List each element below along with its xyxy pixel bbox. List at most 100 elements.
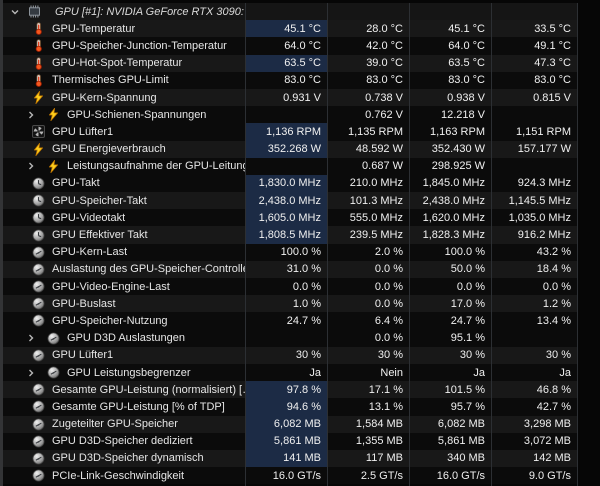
expand-chevron-icon[interactable]	[26, 333, 36, 343]
sensor-value-cell: Ja	[409, 363, 491, 382]
clock-icon	[32, 194, 45, 207]
sensor-row[interactable]: GPU-Temperatur 45.1 °C 28.0 °C 45.1 °C 33.5 …	[3, 20, 600, 38]
sensor-row[interactable]: Thermisches GPU-Limit 83.0 °C 83.0 °C 83.0 …	[3, 71, 600, 89]
sensor-value-cell: 0.0 %	[409, 278, 491, 296]
sensor-value-cell: 2,438.0 MHz	[409, 192, 491, 210]
sensor-row[interactable]: GPU-Kern-Spannung 0.931 V 0.738 V 0.938 V 0.…	[3, 88, 600, 107]
sensor-row[interactable]: GPU-Hot-Spot-Temperatur 63.5 °C 39.0 °C 63.…	[3, 54, 600, 72]
sensor-row[interactable]: GPU Energieverbrauch 352.268 W 48.592 W 352…	[3, 140, 600, 158]
collapse-chevron-icon[interactable]	[10, 7, 20, 17]
sensor-value-cell: 13.4 %	[491, 312, 578, 330]
sensor-value-cell: 63.5 °C	[245, 54, 327, 72]
sensor-name-label: GPU Energieverbrauch	[52, 143, 166, 156]
sensor-row[interactable]: Gesamte GPU-Leistung (normalisiert) [… 97…	[3, 381, 600, 399]
sensor-value-cell: 64.0 °C	[245, 37, 327, 55]
sensor-value-cell	[491, 329, 578, 347]
sensor-row[interactable]: GPU-Kern-Last 100.0 % 2.0 % 100.0 % 43.2 %	[3, 243, 600, 261]
sensor-value-cell: 48.592 W	[327, 140, 409, 158]
sensor-value-cell: 30 %	[245, 346, 327, 364]
clock-icon	[32, 177, 45, 190]
gauge-icon	[47, 366, 60, 379]
sensor-row[interactable]: GPU Leistungsbegrenzer Ja Nein Ja Ja	[3, 363, 600, 382]
sensor-value-cell: 95.7 %	[409, 398, 491, 416]
sensor-value-cell: 16.0 GT/s	[245, 467, 327, 485]
sensor-name-label: Leistungsaufnahme der GPU-Leitungen	[67, 160, 245, 173]
sensor-value-cell: 0.762 V	[327, 106, 409, 124]
sensor-value-cell: 210.0 MHz	[327, 174, 409, 193]
sensor-value-cell	[327, 3, 409, 21]
sensor-value-cell: 352.268 W	[245, 140, 327, 158]
gauge-icon	[32, 435, 45, 448]
sensor-value-cell: 1,584 MB	[327, 415, 409, 433]
sensor-row[interactable]: Leistungsaufnahme der GPU-Leitungen 0.687…	[3, 157, 600, 175]
sensor-value-cell: 924.3 MHz	[491, 174, 578, 193]
sensor-row[interactable]: GPU-Speicher-Takt 2,438.0 MHz 101.3 MHz 2,4…	[3, 192, 600, 210]
sensor-value-cell: 30 %	[327, 346, 409, 364]
sensor-row[interactable]: GPU-Speicher-Nutzung 24.7 % 6.4 % 24.7 % 13.…	[3, 312, 600, 330]
sensor-value-cell: 83.0 °C	[245, 71, 327, 89]
sensor-value-cell: 5,861 MB	[245, 432, 327, 450]
sensor-value-cell	[245, 3, 327, 21]
gpu-chip-icon	[28, 5, 41, 18]
gauge-icon	[32, 452, 45, 465]
sensor-value-cell: 0.0 %	[327, 295, 409, 313]
sensor-value-cell: 12.218 V	[409, 106, 491, 124]
thermometer-icon	[32, 22, 45, 36]
sensor-row[interactable]: GPU D3D Auslastungen 0.0 % 95.1 %	[3, 329, 600, 347]
sensor-value-cell: 100.0 %	[245, 243, 327, 261]
sensor-value-cell: 101.5 %	[409, 381, 491, 399]
sensor-value-cell: 1,135 RPM	[327, 123, 409, 141]
gauge-icon	[32, 314, 45, 327]
sensor-group-title: GPU [#1]: NVIDIA GeForce RTX 3090:	[55, 5, 244, 18]
sensor-name-label: GPU-Hot-Spot-Temperatur	[52, 57, 183, 70]
sensor-row[interactable]: GPU Effektiver Takt 1,808.5 MHz 239.5 MHz 1…	[3, 226, 600, 244]
sensor-value-cell	[491, 106, 578, 124]
expand-chevron-icon[interactable]	[26, 110, 36, 120]
sensor-row[interactable]: Zugeteilter GPU-Speicher 6,082 MB 1,584 MB…	[3, 415, 600, 433]
table-filler-row	[3, 484, 600, 486]
sensor-name-label: GPU-Speicher-Junction-Temperatur	[52, 39, 227, 52]
sensor-name-label: PCIe-Link-Geschwindigkeit	[52, 469, 185, 482]
sensor-row[interactable]: GPU D3D-Speicher dediziert 5,861 MB 1,355 …	[3, 432, 600, 450]
sensor-value-cell: 100.0 %	[409, 243, 491, 261]
sensor-row[interactable]: Auslastung des GPU-Speicher-Controllers 3…	[3, 260, 600, 278]
sensor-row[interactable]: GPU Lüfter1 30 % 30 % 30 % 30 %	[3, 346, 600, 364]
thermometer-icon	[32, 74, 45, 87]
sensor-row[interactable]: GPU-Speicher-Junction-Temperatur 64.0 °C 4…	[3, 37, 600, 55]
sensor-value-cell: 0.0 %	[327, 278, 409, 296]
sensor-value-cell	[491, 3, 578, 21]
sensor-row[interactable]: GPU-Videotakt 1,605.0 MHz 555.0 MHz 1,620.0…	[3, 209, 600, 227]
sensor-value-cell: 117 MB	[327, 449, 409, 468]
bolt-icon	[32, 142, 45, 156]
sensor-row[interactable]: GPU Lüfter1 1,136 RPM 1,135 RPM 1,163 RPM 1,…	[3, 123, 600, 141]
sensor-row[interactable]: GPU-Buslast 1.0 % 0.0 % 17.0 % 1.2 %	[3, 295, 600, 313]
sensor-row[interactable]: GPU-Video-Engine-Last 0.0 % 0.0 % 0.0 % 0.0 …	[3, 278, 600, 296]
sensor-value-cell: 2.5 GT/s	[327, 467, 409, 485]
sensor-name-label: GPU Lüfter1	[52, 349, 114, 362]
sensor-row[interactable]: GPU-Takt 1,830.0 MHz 210.0 MHz 1,845.0 MHz 9…	[3, 174, 600, 193]
sensor-value-cell: 9.0 GT/s	[491, 467, 578, 485]
expand-chevron-icon[interactable]	[26, 368, 36, 378]
sensor-value-cell: 0.931 V	[245, 88, 327, 107]
sensor-value-cell: 17.0 %	[409, 295, 491, 313]
sensor-row[interactable]: PCIe-Link-Geschwindigkeit 16.0 GT/s 2.5 GT…	[3, 467, 600, 485]
sensor-value-cell: 1,035.0 MHz	[491, 209, 578, 227]
sensor-value-cell: 2,438.0 MHz	[245, 192, 327, 210]
sensor-value-cell: 352.430 W	[409, 140, 491, 158]
sensor-value-cell: 6.4 %	[327, 312, 409, 330]
sensor-name-label: GPU-Takt	[52, 177, 100, 190]
sensor-group-header-row[interactable]: GPU [#1]: NVIDIA GeForce RTX 3090:	[3, 3, 600, 21]
sensor-name-label: GPU-Speicher-Nutzung	[52, 314, 168, 327]
sensor-name-label: GPU-Kern-Last	[52, 246, 128, 259]
sensor-value-cell: 3,298 MB	[491, 415, 578, 433]
sensor-name-label: GPU-Videotakt	[52, 211, 126, 224]
sensor-name-label: GPU D3D-Speicher dediziert	[52, 435, 193, 448]
sensor-value-cell: 0.0 %	[327, 329, 409, 347]
expand-chevron-icon[interactable]	[26, 161, 36, 171]
sensor-value-cell	[245, 157, 327, 175]
sensor-row[interactable]: GPU D3D-Speicher dynamisch 141 MB 117 MB 34…	[3, 449, 600, 468]
sensor-row[interactable]: GPU-Schienen-Spannungen 0.762 V 12.218 V	[3, 106, 600, 124]
sensor-value-cell: 1,808.5 MHz	[245, 226, 327, 244]
sensor-row[interactable]: Gesamte GPU-Leistung [% of TDP] 94.6 % 13.…	[3, 398, 600, 416]
sensor-value-cell: 16.0 GT/s	[409, 467, 491, 485]
